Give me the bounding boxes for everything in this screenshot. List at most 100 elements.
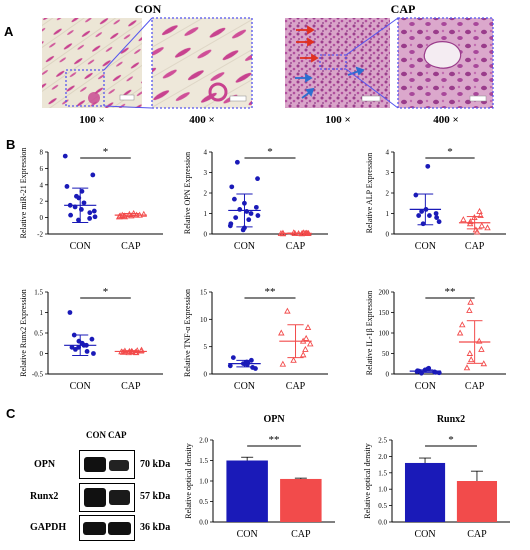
y-axis-label: Relative optical density — [363, 443, 372, 519]
x-tick-label: CAP — [286, 381, 306, 392]
data-point-cap — [116, 213, 123, 220]
data-point-cap — [460, 216, 467, 223]
wb-kda-opn: 70 kDa — [140, 459, 171, 470]
y-axis-label: Relative optical density — [184, 443, 193, 519]
data-point-con — [233, 215, 239, 221]
data-point-cap — [299, 351, 307, 358]
y-tick-label: 2 — [204, 190, 208, 198]
wb-protein-runx2: Runx2 — [30, 491, 59, 502]
y-tick-label: 2.0 — [378, 453, 387, 461]
y-tick-label: 2.5 — [378, 437, 387, 445]
y-tick-label: 1.5 — [199, 457, 208, 465]
data-point-cap — [467, 298, 474, 305]
data-point-con — [84, 349, 90, 354]
significance-marker: * — [448, 434, 454, 446]
y-tick-label: 0 — [386, 371, 390, 379]
y-tick-label: 6 — [40, 165, 44, 173]
significance-marker: ** — [265, 286, 276, 298]
data-point-con — [237, 207, 243, 212]
data-point-con — [92, 214, 98, 220]
y-tick-label: 0 — [40, 214, 44, 222]
y-tick-label: 5 — [204, 343, 208, 351]
data-point-cap — [467, 218, 474, 225]
data-point-con — [87, 210, 93, 216]
y-tick-label: 2.0 — [199, 437, 208, 445]
x-tick-label: CAP — [465, 381, 485, 392]
y-tick-label: 0.5 — [378, 502, 387, 510]
data-point-con — [434, 215, 440, 221]
data-point-con — [229, 184, 235, 190]
data-point-cap — [476, 207, 483, 214]
data-point-con — [420, 221, 426, 227]
cap-histology-title: CAP — [390, 2, 416, 16]
data-point-con — [248, 211, 254, 216]
con-mag-100: 100 × — [79, 114, 105, 126]
data-point-cap — [467, 356, 475, 363]
data-point-con — [255, 176, 260, 182]
bar-con — [404, 462, 446, 522]
panel-label-a: A — [4, 24, 14, 39]
y-tick-label: 8 — [40, 149, 44, 157]
data-point-con — [64, 184, 70, 189]
y-tick-label: 0 — [204, 371, 208, 379]
bar-cap — [280, 478, 322, 522]
data-point-con — [91, 351, 96, 356]
x-tick-label: CAP — [121, 241, 141, 252]
chart-title: Runx2 — [437, 414, 465, 425]
y-tick-label: 1.0 — [378, 486, 387, 494]
data-point-cap — [302, 345, 309, 352]
data-point-cap — [302, 334, 310, 341]
x-tick-label: CON — [237, 529, 258, 540]
data-point-con — [413, 192, 419, 198]
x-tick-label: CAP — [465, 241, 485, 252]
x-tick-label: CAP — [286, 241, 306, 252]
wb-blot-opn — [79, 450, 135, 479]
y-axis-label: Relative ALP Expression — [365, 153, 374, 234]
data-point-con — [87, 216, 93, 221]
wb-lane-label-cap: CAP — [108, 430, 127, 440]
y-tick-label: 50 — [382, 350, 390, 358]
wb-lane-label-con: CON — [86, 430, 106, 440]
wb-kda-runx2: 57 kDa — [140, 491, 171, 502]
data-point-cap — [290, 356, 297, 363]
histology-micrographs — [42, 17, 494, 109]
x-tick-label: CAP — [291, 529, 311, 540]
bar-cap — [456, 481, 498, 522]
y-tick-label: 0.5 — [199, 498, 208, 506]
y-tick-label: 100 — [379, 330, 390, 338]
data-point-con — [253, 204, 259, 210]
significance-marker: * — [267, 146, 273, 158]
data-point-con — [227, 363, 233, 369]
y-axis-label: Relative Runx2 Expression — [19, 289, 28, 377]
cap-mag-100: 100 × — [325, 114, 351, 126]
data-point-cap — [466, 306, 473, 313]
y-axis-label: Relative TNF-α Expression — [183, 289, 192, 377]
data-point-cap — [284, 307, 291, 314]
data-point-con — [91, 208, 97, 214]
data-point-cap — [458, 321, 466, 328]
data-point-con — [227, 223, 233, 229]
data-point-con — [425, 163, 431, 169]
data-point-cap — [463, 364, 471, 371]
x-tick-label: CON — [415, 241, 436, 252]
data-point-con — [419, 209, 425, 214]
data-point-con — [246, 217, 252, 223]
y-tick-label: 3 — [204, 169, 208, 177]
wb-protein-gapdh: GAPDH — [30, 522, 67, 533]
data-point-con — [79, 188, 85, 194]
y-tick-label: 4 — [386, 149, 390, 157]
y-tick-label: 3 — [386, 169, 390, 177]
data-point-cap — [478, 345, 485, 352]
panel-label-c: C — [6, 406, 16, 421]
x-tick-label: CAP — [121, 381, 141, 392]
y-tick-label: 1.5 — [34, 289, 43, 297]
y-tick-label: 1.5 — [378, 469, 387, 477]
data-point-con — [230, 355, 236, 360]
y-tick-label: 150 — [379, 309, 390, 317]
y-axis-label: Relative OPN Expression — [183, 152, 192, 234]
x-tick-label: CON — [234, 381, 255, 392]
con-histology-title: CON — [134, 2, 162, 16]
y-tick-label: 4 — [204, 149, 208, 157]
y-tick-label: 1 — [386, 210, 390, 218]
data-point-cap — [306, 340, 314, 347]
